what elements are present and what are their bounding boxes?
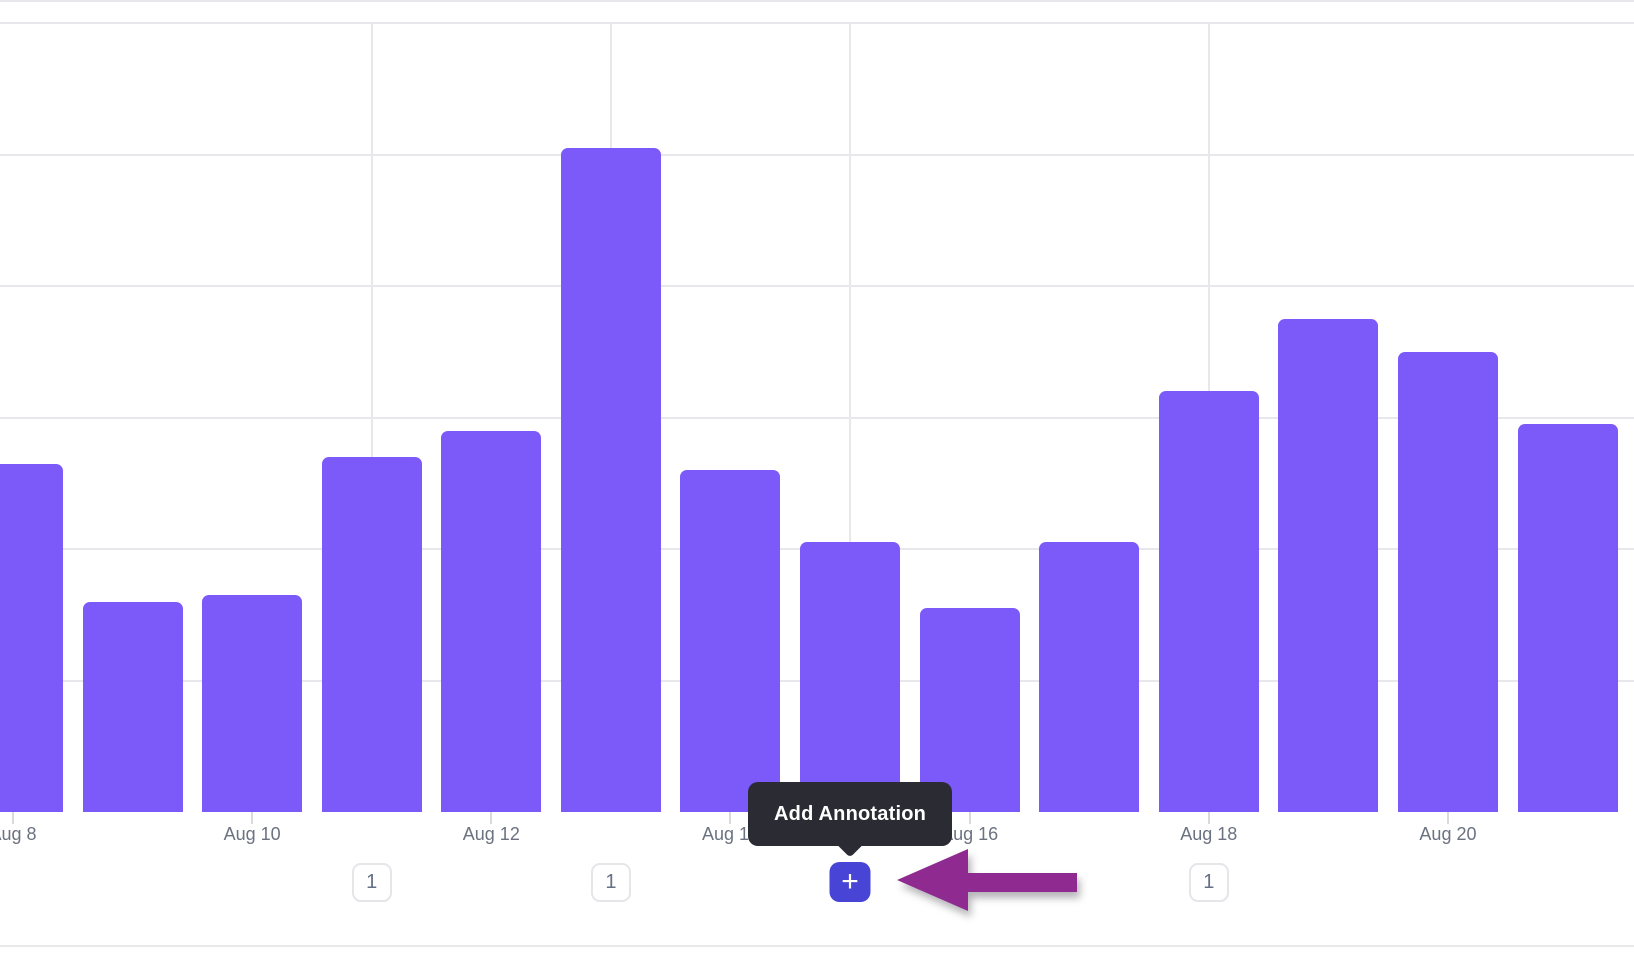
x-axis-label-aug-12: Aug 12 bbox=[462, 824, 520, 844]
x-axis-line bbox=[0, 0, 1634, 2]
bar-aug-11[interactable] bbox=[321, 456, 422, 812]
annotation-count-badge-aug-11[interactable]: 1 bbox=[351, 863, 392, 902]
bar-aug-12[interactable] bbox=[441, 430, 542, 812]
bar-aug-13[interactable] bbox=[560, 147, 661, 812]
horizontal-gridline bbox=[0, 153, 1634, 156]
x-axis-label-aug-10: Aug 10 bbox=[223, 824, 281, 844]
bar-aug-20[interactable] bbox=[1397, 351, 1498, 812]
annotation-count-badge-aug-13[interactable]: 1 bbox=[590, 863, 631, 902]
x-axis-tick bbox=[1446, 812, 1449, 824]
bar-aug-15[interactable] bbox=[800, 542, 901, 812]
bar-aug-17[interactable] bbox=[1039, 542, 1140, 812]
bar-aug-14[interactable] bbox=[680, 470, 781, 812]
bar-aug-8[interactable] bbox=[0, 463, 63, 812]
add-annotation-button[interactable]: + bbox=[829, 862, 871, 902]
x-axis-label-aug-14: Aug 14 bbox=[701, 824, 759, 844]
x-axis-tick bbox=[1207, 812, 1210, 824]
x-axis-label-aug-18: Aug 18 bbox=[1180, 824, 1238, 844]
horizontal-gridline bbox=[0, 416, 1634, 419]
horizontal-gridline bbox=[0, 285, 1634, 287]
bar-aug-21[interactable] bbox=[1517, 424, 1618, 812]
x-axis-label-aug-16: Aug 16 bbox=[941, 824, 999, 844]
x-axis-tick bbox=[968, 812, 971, 824]
x-axis-label-aug-8: Aug 8 bbox=[0, 824, 37, 844]
bar-aug-16[interactable] bbox=[919, 608, 1020, 812]
bar-aug-18[interactable] bbox=[1158, 391, 1259, 812]
tooltip-label: Add Annotation bbox=[774, 802, 927, 825]
x-axis-tick bbox=[729, 812, 732, 824]
x-axis-label-aug-20: Aug 20 bbox=[1419, 824, 1477, 844]
add-annotation-tooltip: Add Annotation bbox=[748, 782, 953, 846]
x-axis-tick bbox=[12, 812, 14, 824]
bar-aug-10[interactable] bbox=[202, 595, 303, 812]
section-separator bbox=[0, 945, 1634, 947]
horizontal-gridline bbox=[0, 22, 1634, 24]
annotation-date-line-aug-11 bbox=[370, 23, 373, 812]
annotation-count-badge-aug-18[interactable]: 1 bbox=[1188, 863, 1229, 902]
x-axis-tick bbox=[251, 812, 254, 824]
bar-aug-19[interactable] bbox=[1278, 318, 1379, 812]
x-axis-tick bbox=[490, 812, 493, 824]
annotation-date-line-aug-15 bbox=[849, 23, 852, 812]
bar-aug-9[interactable] bbox=[82, 601, 183, 812]
